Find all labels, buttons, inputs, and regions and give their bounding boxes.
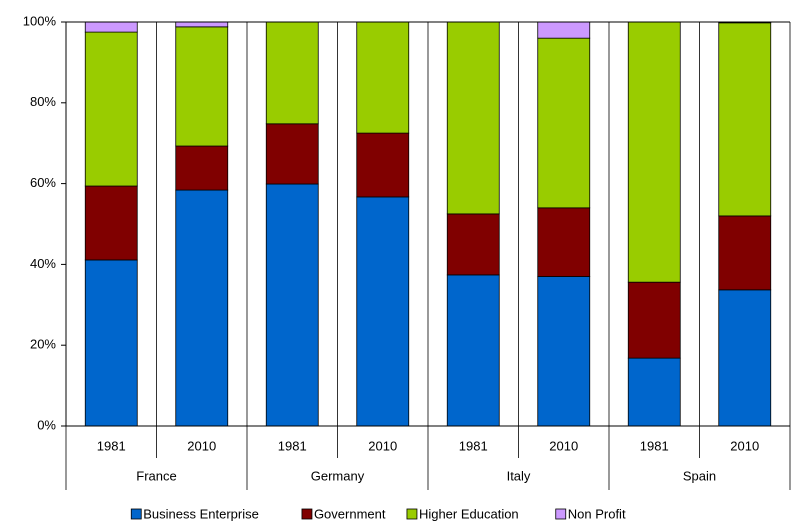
- group-label: Spain: [683, 468, 716, 483]
- legend-swatch: [555, 508, 567, 520]
- bar-segment: [265, 123, 319, 185]
- legend-swatch: [130, 508, 142, 520]
- y-tick-label: 20%: [30, 337, 56, 352]
- bar-segment: [84, 259, 138, 427]
- y-tick-label: 0%: [37, 417, 56, 432]
- legend-swatch: [301, 508, 313, 520]
- y-tick-label: 100%: [23, 13, 57, 28]
- legend-label: Business Enterprise: [143, 506, 259, 521]
- bar-segment: [175, 189, 229, 427]
- legend-label: Higher Education: [419, 506, 519, 521]
- bar-segment: [718, 215, 772, 291]
- y-tick-label: 80%: [30, 94, 56, 109]
- bar-segment: [627, 21, 681, 283]
- x-tick-label: 2010: [549, 438, 578, 453]
- group-label: Italy: [507, 468, 531, 483]
- bar-segment: [265, 183, 319, 427]
- bar-segment: [537, 207, 591, 277]
- bar-segment: [718, 289, 772, 427]
- bar-segment: [718, 22, 772, 217]
- legend-swatch: [406, 508, 418, 520]
- bar-segment: [446, 21, 500, 215]
- bar-segment: [537, 21, 591, 39]
- legend-label: Government: [314, 506, 386, 521]
- bar-segment: [356, 21, 410, 134]
- bar-segment: [356, 132, 410, 198]
- bar-segment: [446, 274, 500, 427]
- bar-segment: [627, 357, 681, 427]
- bar-segment: [175, 21, 229, 28]
- legend-label: Non Profit: [568, 506, 626, 521]
- bar-segment: [537, 276, 591, 427]
- bar-segment: [84, 21, 138, 33]
- group-label: France: [136, 468, 176, 483]
- x-tick-label: 1981: [97, 438, 126, 453]
- bar-segment: [175, 26, 229, 147]
- x-tick-label: 2010: [368, 438, 397, 453]
- bar-segment: [84, 31, 138, 187]
- bar-segment: [537, 37, 591, 209]
- x-tick-label: 2010: [187, 438, 216, 453]
- y-tick-label: 60%: [30, 175, 56, 190]
- x-tick-label: 1981: [459, 438, 488, 453]
- group-label: Germany: [311, 468, 365, 483]
- x-tick-label: 2010: [730, 438, 759, 453]
- bar-segment: [175, 145, 229, 191]
- bar-segment: [84, 185, 138, 261]
- bar-segment: [627, 281, 681, 359]
- bar-segment: [356, 196, 410, 427]
- x-tick-label: 1981: [278, 438, 307, 453]
- bar-segment: [446, 213, 500, 276]
- bar-segment: [265, 21, 319, 125]
- y-tick-label: 40%: [30, 256, 56, 271]
- x-tick-label: 1981: [640, 438, 669, 453]
